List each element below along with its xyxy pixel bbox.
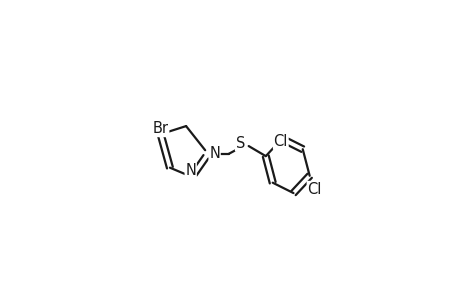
Text: Cl: Cl <box>307 182 321 196</box>
Text: Cl: Cl <box>273 134 287 149</box>
Text: N: N <box>209 146 219 161</box>
Text: Br: Br <box>152 122 168 136</box>
Text: S: S <box>235 136 245 151</box>
Text: N: N <box>185 163 196 178</box>
